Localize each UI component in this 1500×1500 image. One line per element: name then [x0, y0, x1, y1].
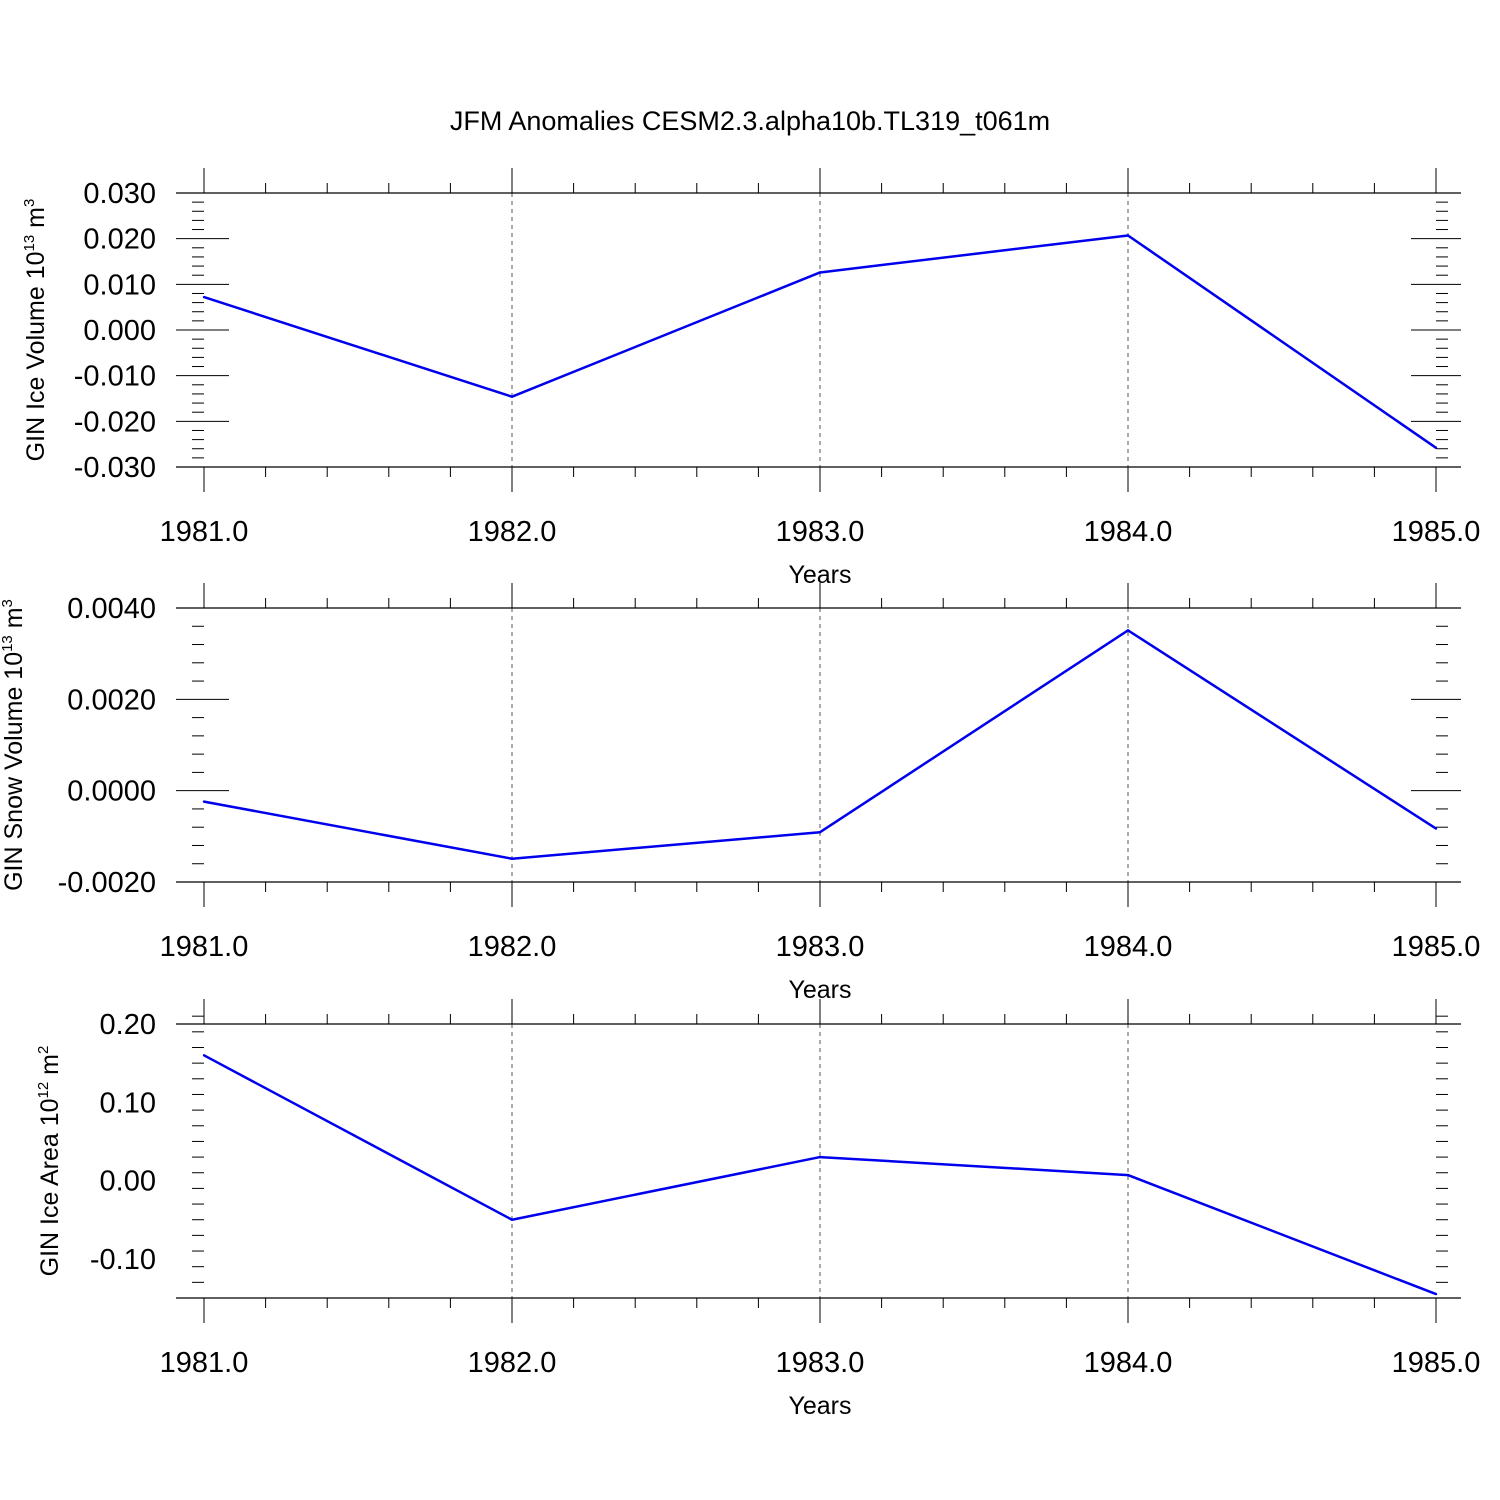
x-tick-label: 1985.0: [1392, 516, 1481, 548]
y-tick-label: 0.000: [83, 315, 156, 347]
y-tick-label: 0.0020: [67, 684, 156, 716]
x-tick-label: 1981.0: [160, 1347, 249, 1379]
data-point: [510, 1218, 514, 1221]
y-tick-label: -0.0020: [58, 867, 156, 899]
chart-title: JFM Anomalies CESM2.3.alpha10b.TL319_t06…: [450, 106, 1050, 136]
data-point: [818, 271, 822, 274]
x-tick-label: 1984.0: [1084, 931, 1173, 963]
x-tick-label: 1983.0: [776, 516, 865, 548]
data-point: [1126, 629, 1130, 632]
panel-1: -0.030 -0.020 -0.010 0.000 0.010 0.020 0.030 19…: [21, 168, 1480, 589]
x-tick-label: 1985.0: [1392, 931, 1481, 963]
y-tick-label: 0.0000: [67, 776, 156, 808]
x-tick-label: 1985.0: [1392, 1347, 1481, 1379]
y-axis-label: GIN Snow Volume 1013 m3: [0, 599, 28, 891]
data-point: [1434, 827, 1438, 830]
y-tick-label: -0.010: [74, 361, 156, 393]
y-tick-label: 0.030: [83, 178, 156, 210]
data-point: [1126, 234, 1130, 237]
x-tick-label: 1984.0: [1084, 1347, 1173, 1379]
panel-3: -0.10 0.00 0.10 0.20 1981.0 1982.0 1983.0 1984.…: [35, 999, 1480, 1420]
data-point: [1126, 1173, 1130, 1177]
x-tick-label: 1982.0: [468, 1347, 557, 1379]
panels: -0.030 -0.020 -0.010 0.000 0.010 0.020 0.030 19…: [0, 168, 1480, 1420]
data-point: [202, 800, 206, 803]
x-axis-label: Years: [788, 1392, 851, 1420]
y-tick-label: 0.020: [83, 224, 156, 256]
y-tick-label: 0.010: [83, 269, 156, 301]
x-tick-label: 1981.0: [160, 931, 249, 963]
data-point: [1434, 1292, 1438, 1296]
data-point: [202, 1054, 206, 1057]
y-tick-label: 0.00: [100, 1166, 156, 1198]
x-tick-label: 1982.0: [468, 516, 557, 548]
data-point: [510, 857, 514, 860]
data-point: [818, 831, 822, 834]
panel-2: -0.0020 0.0000 0.0020 0.0040 1981.0 1982.0 198…: [0, 583, 1480, 1004]
y-tick-label: 0.0040: [67, 593, 156, 625]
y-tick-label: -0.030: [74, 452, 156, 484]
y-tick-label: -0.020: [74, 406, 156, 438]
y-axis-label: GIN Ice Volume 1013 m3: [21, 199, 50, 462]
data-point: [818, 1155, 822, 1159]
x-tick-label: 1984.0: [1084, 516, 1173, 548]
y-axis-label: GIN Ice Area 1012 m2: [35, 1046, 64, 1277]
data-point: [202, 295, 206, 299]
y-tick-label: 0.10: [100, 1087, 156, 1119]
data-point: [1434, 446, 1438, 450]
y-tick-label: 0.20: [100, 1009, 156, 1041]
y-tick-label: -0.10: [90, 1244, 156, 1276]
data-point: [510, 395, 514, 398]
x-tick-label: 1981.0: [160, 516, 249, 548]
x-tick-label: 1982.0: [468, 931, 557, 963]
x-tick-label: 1983.0: [776, 1347, 865, 1379]
x-tick-label: 1983.0: [776, 931, 865, 963]
